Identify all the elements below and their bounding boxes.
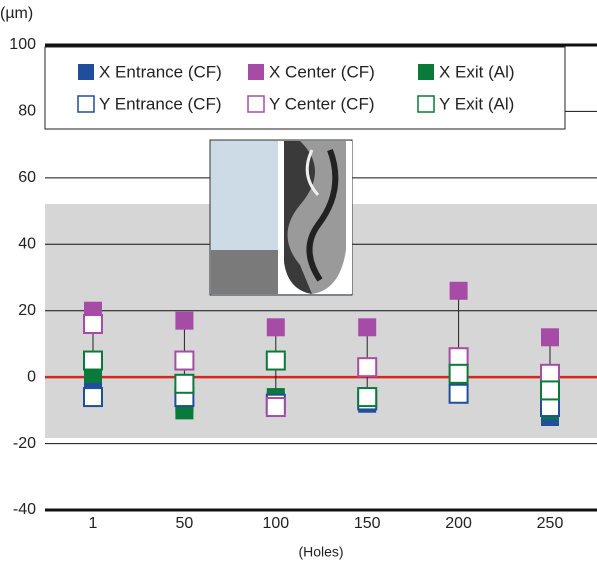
legend-swatch	[248, 64, 264, 80]
y-tick-label: -20	[13, 435, 36, 452]
y-tick-label: 0	[27, 368, 36, 385]
marker	[358, 358, 376, 376]
x-tick-label: 1	[89, 515, 98, 532]
x-tick-label: 100	[262, 515, 289, 532]
drill-image	[210, 140, 352, 295]
legend-swatch	[248, 96, 264, 112]
x-tick-label: 50	[176, 515, 194, 532]
marker	[358, 318, 376, 336]
y-tick-label: 100	[9, 36, 36, 53]
y-tick-label: -40	[13, 501, 36, 518]
legend-box	[45, 47, 565, 129]
legend-label: Y Entrance (CF)	[99, 94, 222, 113]
marker	[450, 365, 468, 383]
marker	[267, 352, 285, 370]
chart: (µm) (Holes) -40-20020406080100150100150…	[0, 0, 597, 567]
legend-label: X Entrance (CF)	[99, 62, 222, 81]
marker	[450, 348, 468, 366]
y-axis-label: (µm)	[0, 5, 33, 22]
legend-swatch	[418, 96, 434, 112]
legend-swatch	[78, 96, 94, 112]
y-tick-label: 40	[18, 236, 36, 253]
y-tick-label: 60	[18, 169, 36, 186]
marker	[541, 365, 559, 383]
marker	[84, 315, 102, 333]
legend-label: X Exit (Al)	[439, 62, 515, 81]
legend-label: Y Exit (Al)	[439, 94, 514, 113]
x-axis-label: (Holes)	[298, 544, 343, 560]
marker	[541, 328, 559, 346]
legend-swatch	[78, 64, 94, 80]
y-tick-label: 80	[18, 103, 36, 120]
x-tick-label: 250	[537, 515, 564, 532]
x-tick-label: 200	[445, 515, 472, 532]
marker	[267, 318, 285, 336]
legend-label: Y Center (CF)	[269, 94, 375, 113]
x-tick-label: 150	[354, 515, 381, 532]
marker	[541, 381, 559, 399]
marker	[358, 388, 376, 406]
marker	[84, 352, 102, 370]
y-tick-label: 20	[18, 302, 36, 319]
legend-swatch	[418, 64, 434, 80]
marker	[541, 398, 559, 416]
marker	[450, 282, 468, 300]
marker	[267, 398, 285, 416]
marker	[175, 312, 193, 330]
legend-label: X Center (CF)	[269, 62, 375, 81]
marker	[450, 385, 468, 403]
marker	[175, 352, 193, 370]
marker	[175, 375, 193, 393]
marker	[84, 388, 102, 406]
